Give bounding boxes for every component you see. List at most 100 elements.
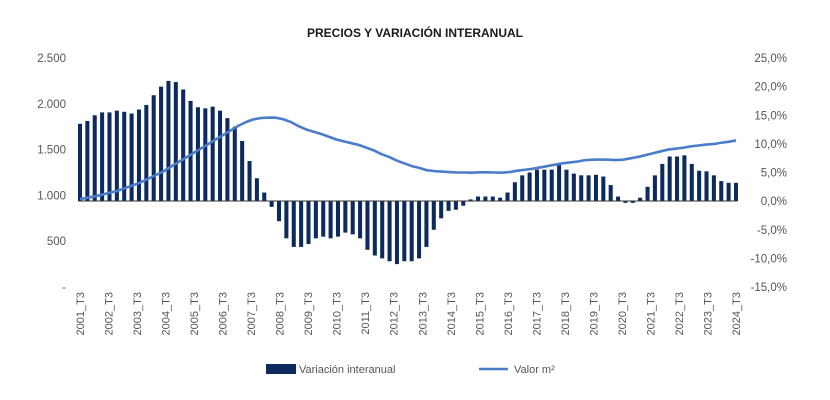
right-tick-label: -15,0%	[751, 282, 787, 294]
x-tick-label: 2021_T3	[645, 292, 657, 335]
bar	[483, 196, 488, 202]
legend-swatch-bars	[266, 364, 296, 374]
x-tick-label: 2011_T3	[360, 292, 372, 335]
x-tick-label: 2024_T3	[731, 292, 743, 335]
legend-label-bars: Variación interanual	[299, 364, 395, 376]
bar	[490, 196, 495, 202]
x-tick-label: 2005_T3	[189, 292, 201, 335]
x-tick-label: 2017_T3	[531, 292, 543, 335]
bar	[660, 163, 665, 202]
x-tick-label: 2001_T3	[75, 292, 87, 335]
bar	[616, 196, 621, 202]
bar	[188, 100, 193, 202]
bar	[321, 201, 326, 237]
left-tick-label: 1.500	[37, 145, 66, 157]
bar	[424, 201, 429, 247]
right-tick-label: 10,0%	[754, 139, 787, 151]
bar	[122, 111, 127, 202]
bar	[417, 201, 422, 259]
bar	[534, 169, 540, 202]
bar	[439, 201, 444, 219]
right-tick-label: 15,0%	[754, 110, 787, 122]
right-tick-label: -10,0%	[751, 253, 787, 265]
bar	[151, 95, 156, 202]
x-tick-label: 2010_T3	[332, 292, 344, 335]
bar	[203, 108, 208, 202]
x-tick-label: 2003_T3	[132, 292, 144, 335]
x-tick-label: 2018_T3	[560, 292, 572, 335]
bar	[343, 201, 348, 233]
bar	[623, 201, 628, 203]
x-axis-labels: 2001_T3 2002_T3 2003_T3 2004_T3 2005_T3 2006_…	[75, 292, 743, 335]
bar	[468, 199, 473, 202]
left-tick-label: 2.500	[37, 53, 66, 65]
bar	[593, 174, 598, 202]
bar-series	[77, 80, 739, 265]
bar	[689, 163, 694, 202]
bar	[682, 155, 687, 202]
bar	[557, 165, 562, 202]
bar	[394, 201, 399, 265]
bar	[697, 170, 702, 202]
bar	[564, 169, 569, 202]
right-tick-label: 20,0%	[754, 82, 787, 94]
bar	[291, 201, 296, 247]
bar	[726, 182, 731, 202]
bar	[218, 110, 223, 202]
bar	[335, 201, 340, 237]
bar	[387, 201, 392, 262]
x-tick-label: 2013_T3	[417, 292, 429, 335]
x-tick-label: 2022_T3	[674, 292, 686, 335]
x-tick-label: 2002_T3	[104, 292, 116, 335]
bar	[579, 175, 584, 202]
bar	[159, 86, 164, 202]
bar	[313, 201, 318, 239]
bar	[446, 201, 451, 211]
x-tick-label: 2019_T3	[588, 292, 600, 335]
bar	[527, 172, 532, 202]
bar	[505, 192, 510, 202]
x-tick-label: 2020_T3	[617, 292, 629, 335]
x-tick-label: 2006_T3	[218, 292, 230, 335]
bar	[380, 201, 385, 259]
bar	[77, 123, 83, 202]
bar	[166, 80, 171, 202]
bar	[232, 126, 237, 202]
right-tick-label: -5,0%	[757, 225, 787, 237]
left-tick-label: 2.000	[37, 99, 66, 111]
bar	[476, 196, 481, 202]
bar	[254, 178, 259, 202]
x-tick-label: 2007_T3	[246, 292, 258, 335]
bar	[181, 89, 186, 202]
bar	[107, 112, 112, 202]
bar	[512, 182, 517, 202]
bar	[652, 175, 657, 202]
bar	[269, 201, 274, 207]
bar	[711, 175, 716, 202]
x-tick-label: 2004_T3	[161, 292, 173, 335]
bar	[144, 104, 149, 202]
bar	[129, 113, 134, 202]
x-tick-label: 2008_T3	[275, 292, 287, 335]
bar	[409, 201, 414, 262]
bar	[85, 120, 90, 202]
bar	[719, 181, 724, 202]
x-tick-label: 2014_T3	[446, 292, 458, 335]
bar	[299, 201, 304, 247]
bar	[549, 169, 554, 202]
bar	[350, 201, 355, 235]
bar	[542, 169, 547, 202]
bar	[306, 201, 311, 245]
bar	[114, 110, 119, 202]
right-tick-label: 5,0%	[761, 168, 787, 180]
bar	[667, 156, 672, 202]
legend-label-line: Valor m²	[514, 364, 555, 376]
bar	[498, 197, 503, 202]
bar	[195, 107, 200, 202]
bar	[284, 201, 289, 239]
right-tick-label: 0,0%	[761, 196, 787, 208]
x-tick-label: 2009_T3	[303, 292, 315, 335]
bar	[586, 175, 591, 202]
